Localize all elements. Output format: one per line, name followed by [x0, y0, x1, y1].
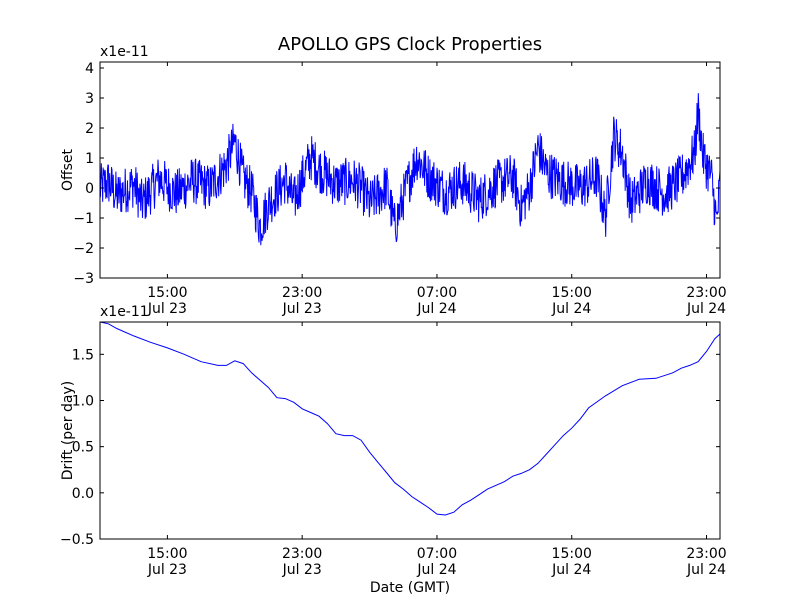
y-tick-label: −0.5 — [60, 532, 94, 548]
x-tick-date-label: Jul 24 — [551, 562, 591, 578]
offset-axes-frame — [99, 61, 721, 279]
x-tick-date-label: Jul 23 — [282, 301, 322, 317]
x-tick-date-label: Jul 24 — [551, 301, 591, 317]
x-tick-time-label: 23:00 — [282, 546, 322, 562]
x-axis-label: Date (GMT) — [370, 580, 450, 596]
x-tick-time-label: 23:00 — [686, 546, 726, 562]
y-tick-label: 4 — [85, 61, 94, 77]
y-tick-label: −2 — [73, 241, 94, 257]
drift-axes-frame — [99, 321, 721, 540]
y-tick-label: 1.0 — [72, 393, 94, 409]
x-tick-date-label: Jul 24 — [416, 301, 456, 317]
x-tick-time-label: 15:00 — [552, 285, 592, 301]
y-tick-label: 0 — [85, 181, 94, 197]
x-tick-date-label: Jul 23 — [282, 562, 322, 578]
y-axis-label: Offset — [60, 148, 76, 191]
x-tick-time-label: 15:00 — [147, 546, 187, 562]
x-tick-date-label: Jul 24 — [686, 301, 726, 317]
x-tick-date-label: Jul 23 — [147, 562, 187, 578]
y-tick-label: −3 — [73, 271, 94, 287]
x-tick-time-label: 15:00 — [552, 546, 592, 562]
drift-series-line — [100, 322, 720, 516]
x-tick-date-label: Jul 24 — [686, 562, 726, 578]
y-tick-label: 1.5 — [72, 347, 94, 363]
y-tick-label: 0.0 — [72, 486, 94, 502]
x-tick-time-label: 07:00 — [417, 285, 457, 301]
x-tick-time-label: 07:00 — [417, 546, 457, 562]
x-tick-time-label: 23:00 — [686, 285, 726, 301]
y-scale-label: x1e-11 — [100, 304, 149, 320]
y-tick-label: 2 — [85, 121, 94, 137]
y-tick-label: 1 — [85, 151, 94, 167]
x-tick-date-label: Jul 24 — [416, 562, 456, 578]
y-tick-label: −1 — [73, 211, 94, 227]
y-tick-label: 3 — [85, 91, 94, 107]
y-axis-label: Drift (per day) — [60, 381, 76, 480]
x-tick-time-label: 15:00 — [147, 285, 187, 301]
y-scale-label: x1e-11 — [100, 44, 149, 60]
offset-series-line — [100, 93, 720, 246]
y-tick-label: 0.5 — [72, 440, 94, 456]
x-tick-date-label: Jul 23 — [147, 301, 187, 317]
chart-title: APOLLO GPS Clock Properties — [278, 34, 542, 55]
x-tick-time-label: 23:00 — [282, 285, 322, 301]
